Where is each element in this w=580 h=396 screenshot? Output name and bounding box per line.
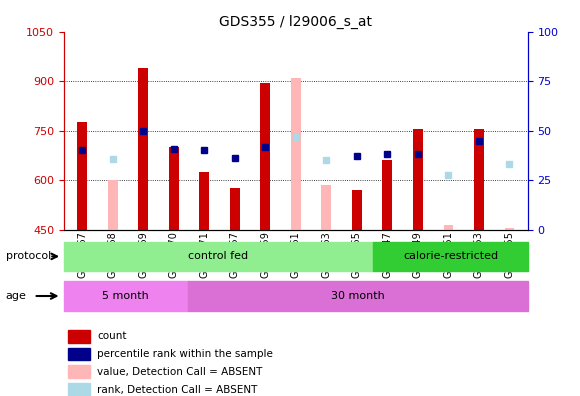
Bar [68, 348, 90, 360]
Bar [68, 366, 90, 378]
Text: 5 month: 5 month [102, 291, 149, 301]
Bar [373, 242, 528, 271]
Bar [200, 172, 209, 230]
Text: age: age [6, 291, 27, 301]
Text: percentile rank within the sample: percentile rank within the sample [97, 349, 273, 359]
Bar [382, 160, 392, 230]
Bar [230, 188, 240, 230]
Bar [138, 68, 148, 230]
Text: value, Detection Call = ABSENT: value, Detection Call = ABSENT [97, 367, 263, 377]
Bar [321, 185, 331, 230]
Bar [64, 242, 373, 271]
Text: control fed: control fed [188, 251, 248, 261]
Bar [77, 122, 87, 230]
Text: protocol: protocol [6, 251, 51, 261]
Bar [108, 180, 118, 230]
Bar [413, 129, 423, 230]
Bar [169, 147, 179, 230]
Bar [68, 330, 90, 343]
Bar [187, 281, 528, 311]
Bar [291, 78, 300, 230]
Bar [474, 129, 484, 230]
Title: GDS355 / l29006_s_at: GDS355 / l29006_s_at [219, 15, 372, 29]
Bar [68, 383, 90, 396]
Bar [260, 84, 270, 230]
Bar [505, 228, 514, 230]
Text: calorie-restricted: calorie-restricted [403, 251, 498, 261]
Bar [352, 190, 362, 230]
Text: rank, Detection Call = ABSENT: rank, Detection Call = ABSENT [97, 385, 258, 394]
Text: count: count [97, 331, 127, 341]
Bar [444, 225, 454, 230]
Bar [64, 281, 187, 311]
Text: 30 month: 30 month [331, 291, 385, 301]
